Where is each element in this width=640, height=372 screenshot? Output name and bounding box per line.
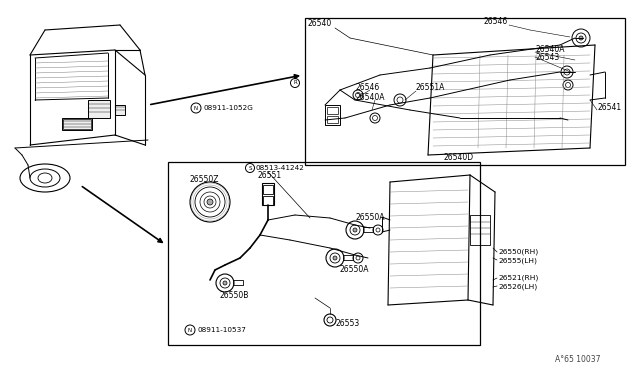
Text: A°65 10037: A°65 10037 — [555, 356, 600, 365]
Text: R: R — [293, 80, 297, 86]
Bar — [327, 107, 338, 114]
Text: 26555(LH): 26555(LH) — [498, 258, 537, 264]
Text: 26521(RH): 26521(RH) — [498, 275, 538, 281]
Circle shape — [579, 36, 583, 40]
Text: 26540: 26540 — [308, 19, 332, 28]
Text: 26550Z: 26550Z — [190, 176, 220, 185]
Text: 26541: 26541 — [597, 103, 621, 112]
Circle shape — [223, 281, 227, 285]
Bar — [327, 116, 338, 123]
Circle shape — [333, 256, 337, 260]
Bar — [115, 105, 125, 115]
Text: 26526(LH): 26526(LH) — [498, 284, 537, 290]
Bar — [233, 280, 243, 285]
Ellipse shape — [30, 169, 60, 187]
Bar — [363, 227, 373, 232]
Text: 26540D: 26540D — [443, 153, 473, 161]
Text: 26550A: 26550A — [356, 214, 385, 222]
Text: 26550(RH): 26550(RH) — [498, 249, 538, 255]
Text: 26546: 26546 — [483, 17, 508, 26]
Bar — [262, 183, 274, 205]
Text: 26551A: 26551A — [416, 83, 445, 93]
Text: 08513-41242: 08513-41242 — [256, 165, 305, 171]
Ellipse shape — [20, 164, 70, 192]
Bar — [325, 105, 340, 125]
Bar — [88, 100, 110, 118]
Text: 26550B: 26550B — [220, 292, 250, 301]
Bar — [343, 255, 353, 260]
Bar — [470, 215, 490, 245]
Text: S: S — [248, 166, 252, 170]
Bar — [168, 162, 480, 345]
Bar — [63, 119, 91, 129]
Text: 26551: 26551 — [258, 170, 282, 180]
Text: 26550A: 26550A — [340, 266, 369, 275]
Bar — [62, 118, 92, 130]
Text: 26553: 26553 — [335, 318, 359, 327]
Text: 26540A: 26540A — [356, 93, 385, 102]
Circle shape — [353, 228, 357, 232]
Ellipse shape — [38, 173, 52, 183]
Text: 26543: 26543 — [535, 54, 559, 62]
Text: N: N — [194, 106, 198, 110]
Text: 08911-1052G: 08911-1052G — [203, 105, 253, 111]
Text: 26546: 26546 — [356, 83, 380, 92]
Text: 08911-10537: 08911-10537 — [197, 327, 246, 333]
Text: 26540A: 26540A — [535, 45, 564, 55]
Bar — [305, 18, 625, 165]
Bar — [263, 196, 273, 205]
Bar — [263, 185, 273, 194]
Text: N: N — [188, 327, 192, 333]
Circle shape — [207, 199, 213, 205]
